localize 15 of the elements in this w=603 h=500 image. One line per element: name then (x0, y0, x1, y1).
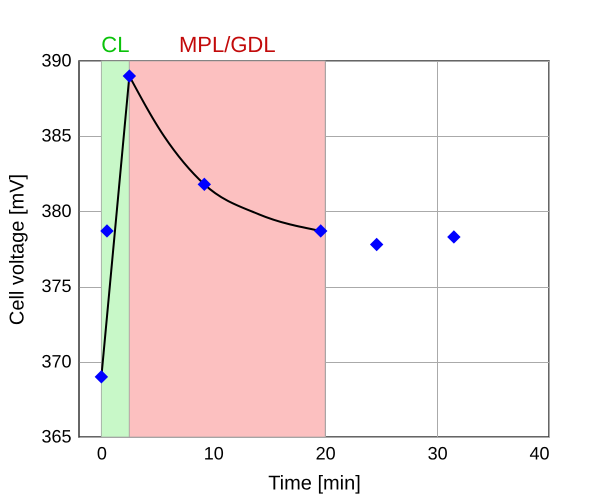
x-tick-label: 10 (204, 444, 224, 464)
y-tick-label: 365 (41, 426, 72, 446)
band-label: MPL/GDL (178, 32, 276, 57)
y-tick-label: 390 (41, 50, 72, 70)
x-tick-label: 0 (96, 444, 107, 464)
x-axis-title: Time [min] (268, 472, 361, 494)
y-axis-title: Cell voltage [mV] (6, 174, 28, 326)
y-tick-label: 380 (41, 200, 72, 221)
x-tick-label: 20 (316, 444, 336, 464)
y-tick-label: 370 (41, 351, 72, 372)
band-label: CL (101, 32, 130, 57)
x-tick-label: 30 (428, 444, 448, 464)
x-tick-label: 40 (529, 444, 550, 464)
y-tick-label: 385 (41, 126, 72, 146)
y-tick-label: 375 (41, 276, 72, 296)
